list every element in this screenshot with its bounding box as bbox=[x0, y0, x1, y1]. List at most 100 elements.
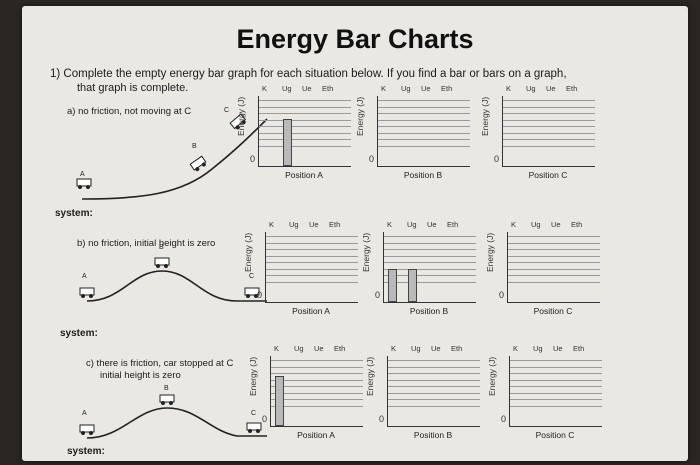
zero-label: 0 bbox=[501, 414, 507, 424]
grid-line bbox=[259, 106, 351, 108]
energy-column-header: Eth bbox=[573, 344, 585, 353]
energy-bar-chart: K Ug Ue Eth 0 Energy (J) Position C bbox=[487, 344, 602, 440]
energy-column-header: Ue bbox=[309, 220, 319, 229]
position-label: Position C bbox=[528, 170, 568, 180]
energy-column-header: Eth bbox=[451, 344, 463, 353]
y-axis-label: Energy (J) bbox=[365, 356, 375, 396]
grid-line bbox=[508, 242, 600, 244]
car-icon bbox=[189, 155, 207, 172]
grid-line bbox=[503, 126, 595, 127]
grid-line bbox=[384, 249, 476, 250]
grid-line bbox=[266, 281, 358, 283]
energy-bar-chart: K Ug Ue Eth 0 Energy (J) Position A bbox=[243, 220, 358, 316]
grid-line bbox=[378, 126, 470, 127]
situation-c-description-line-2: initial height is zero bbox=[100, 370, 181, 381]
grid-line bbox=[378, 119, 470, 121]
car-icon bbox=[76, 178, 92, 189]
grid-line bbox=[384, 275, 476, 276]
zero-label: 0 bbox=[494, 154, 500, 164]
y-axis-label: Energy (J) bbox=[480, 96, 490, 136]
zero-label: 0 bbox=[379, 414, 385, 424]
grid-line bbox=[384, 262, 476, 263]
page-title: Energy Bar Charts bbox=[236, 24, 474, 54]
situation-c-scene: A B C bbox=[79, 385, 267, 439]
grid-line bbox=[259, 139, 351, 140]
position-label: Position B bbox=[403, 170, 443, 180]
energy-column-header: Ug bbox=[526, 84, 536, 93]
scene-label-a: A bbox=[82, 410, 87, 417]
y-axis-label: Energy (J) bbox=[361, 232, 371, 272]
grid-line bbox=[378, 145, 470, 147]
grid-line bbox=[271, 405, 363, 407]
grid-line bbox=[508, 236, 600, 237]
grid-line bbox=[510, 392, 602, 394]
grid-line bbox=[388, 360, 480, 361]
grid-line bbox=[259, 119, 351, 121]
grid-line bbox=[503, 145, 595, 147]
grid-line bbox=[384, 255, 476, 257]
grid-line bbox=[271, 373, 363, 374]
energy-column-header: Eth bbox=[571, 220, 583, 229]
y-axis-label: Energy (J) bbox=[248, 356, 258, 396]
grid-line bbox=[266, 275, 358, 276]
worksheet: Energy Bar Charts 1) Complete the empty … bbox=[22, 6, 688, 461]
energy-bar bbox=[283, 119, 292, 166]
grid-line bbox=[510, 379, 602, 381]
grid-line bbox=[378, 113, 470, 114]
position-label: Position B bbox=[413, 430, 453, 440]
grid-line bbox=[384, 236, 476, 237]
energy-column-header: Eth bbox=[329, 220, 341, 229]
grid-line bbox=[388, 405, 480, 407]
grid-line bbox=[508, 268, 600, 270]
grid-line bbox=[384, 281, 476, 283]
energy-column-header: Ue bbox=[546, 84, 556, 93]
grid-line bbox=[388, 399, 480, 400]
energy-column-header: K bbox=[513, 344, 519, 353]
grid-line bbox=[503, 100, 595, 101]
grid-line bbox=[388, 392, 480, 394]
energy-bar-chart: K Ug Ue Eth 0 Energy (J) Position B bbox=[361, 220, 476, 316]
grid-line bbox=[508, 281, 600, 283]
position-label: Position A bbox=[292, 306, 330, 316]
energy-column-header: Ug bbox=[533, 344, 543, 353]
energy-bar-chart: K Ug Ue Eth 0 Energy (J) Position B bbox=[365, 344, 480, 440]
grid-line bbox=[266, 249, 358, 250]
car-icon bbox=[79, 424, 95, 435]
grid-line bbox=[510, 366, 602, 368]
energy-column-header: K bbox=[506, 84, 512, 93]
energy-bar-chart: K Ug Ue Eth 0 Energy (J) Position B bbox=[355, 84, 470, 180]
chart-plot-area bbox=[377, 96, 470, 167]
grid-line bbox=[510, 386, 602, 387]
grid-line bbox=[378, 132, 470, 134]
chart-plot-area bbox=[258, 96, 351, 167]
energy-column-header: Ue bbox=[427, 220, 437, 229]
energy-column-header: K bbox=[391, 344, 397, 353]
energy-column-header: K bbox=[274, 344, 280, 353]
chart-plot-area bbox=[270, 356, 363, 427]
energy-bar bbox=[408, 269, 417, 302]
grid-line bbox=[510, 405, 602, 407]
system-label-b: system: bbox=[60, 328, 98, 339]
grid-line bbox=[503, 132, 595, 134]
car-icon bbox=[246, 422, 262, 433]
zero-label: 0 bbox=[499, 290, 505, 300]
energy-bar-chart: K Ug Ue Eth 0 Energy (J) Position A bbox=[248, 344, 363, 440]
grid-line bbox=[271, 399, 363, 400]
grid-line bbox=[266, 242, 358, 244]
scene-label-b: B bbox=[159, 244, 164, 251]
energy-column-header: K bbox=[262, 84, 268, 93]
grid-line bbox=[503, 139, 595, 140]
scene-label-c: C bbox=[224, 107, 229, 114]
situation-b-description: b) no friction, initial height is zero bbox=[77, 238, 216, 249]
position-label: Position C bbox=[535, 430, 575, 440]
zero-label: 0 bbox=[262, 414, 268, 424]
grid-line bbox=[503, 106, 595, 108]
grid-line bbox=[259, 145, 351, 147]
energy-column-header: Ue bbox=[302, 84, 312, 93]
grid-line bbox=[508, 249, 600, 250]
energy-column-header: Ue bbox=[553, 344, 563, 353]
grid-line bbox=[266, 268, 358, 270]
energy-bar bbox=[388, 269, 397, 302]
zero-label: 0 bbox=[250, 154, 256, 164]
grid-line bbox=[510, 373, 602, 374]
